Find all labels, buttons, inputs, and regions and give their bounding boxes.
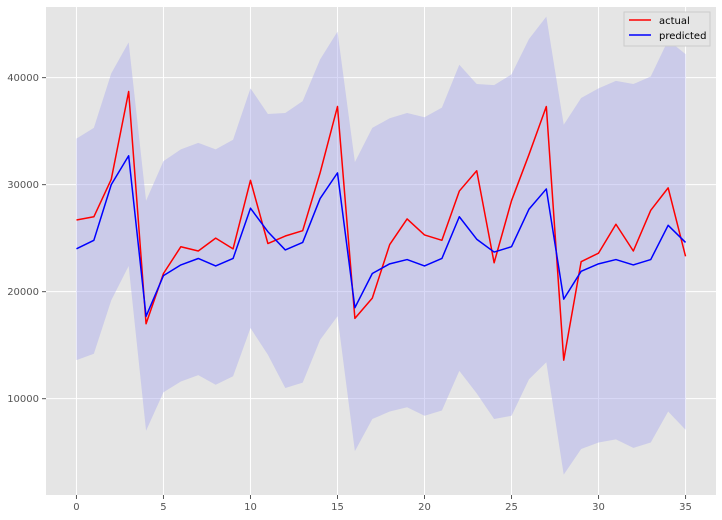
x-tick-label: 35 bbox=[679, 502, 692, 513]
x-tick-label: 0 bbox=[73, 502, 79, 513]
series-line-actual bbox=[76, 90, 687, 361]
grid bbox=[46, 7, 716, 495]
x-tick-label: 10 bbox=[244, 502, 257, 513]
legend: actual predicted bbox=[623, 11, 711, 47]
series-line-predicted bbox=[76, 155, 687, 318]
x-tick-label: 30 bbox=[592, 502, 605, 513]
y-tick-label: 30000 bbox=[7, 180, 39, 191]
legend-box bbox=[623, 11, 711, 47]
x-tick-label: 5 bbox=[160, 502, 166, 513]
y-tick-label: 40000 bbox=[7, 73, 39, 84]
legend-label-actual: actual bbox=[659, 16, 690, 27]
legend-label-predicted: predicted bbox=[659, 31, 706, 42]
y-tick-label: 20000 bbox=[7, 287, 39, 298]
x-tick-label: 20 bbox=[418, 502, 431, 513]
plot-background bbox=[46, 7, 716, 495]
y-tick-label: 10000 bbox=[7, 394, 39, 405]
interval-band bbox=[76, 16, 686, 475]
prediction-interval bbox=[76, 16, 686, 475]
series-lines bbox=[76, 90, 687, 361]
axis-ticks: 0 5 10 15 20 25 30 35 10000 20000 30000 40000 bbox=[7, 73, 692, 513]
x-tick-label: 15 bbox=[331, 502, 344, 513]
x-tick-label: 25 bbox=[505, 502, 518, 513]
